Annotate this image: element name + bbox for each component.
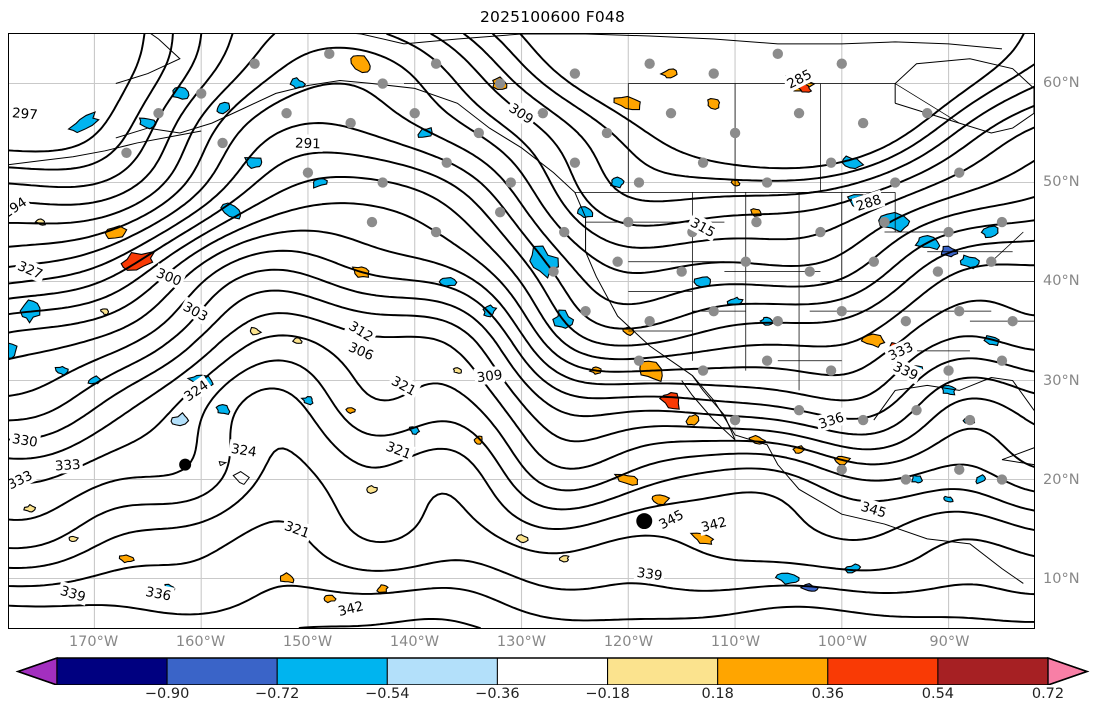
colorbar-segment[interactable] <box>56 657 168 685</box>
contour-label: 345 <box>857 496 891 522</box>
height-contour-layer <box>9 34 1034 628</box>
colorbar-tick-label: −0.90 <box>144 686 190 702</box>
colorbar[interactable]: −0.90 −0.72 −0.54 −0.36 −0.18 0.18 0.36 0.54 0.7… <box>0 655 1105 712</box>
colorbar-under-arrow[interactable] <box>15 657 58 685</box>
contour-label: 342 <box>697 512 731 536</box>
svg-text:330: 330 <box>11 432 39 451</box>
longitude-tick-label: 160°W <box>175 634 226 650</box>
contour-label: 309 <box>473 365 506 386</box>
contour-label: 333 <box>52 455 84 475</box>
map-contour-svg: 2972943272913003033063093093123152852883… <box>9 34 1034 628</box>
svg-text:309: 309 <box>476 368 503 386</box>
station-dot-layer <box>121 48 1018 530</box>
svg-text:324: 324 <box>230 442 258 461</box>
colorbar-segment[interactable] <box>496 657 608 685</box>
longitude-tick-label: 150°W <box>282 634 333 650</box>
contour-label: 339 <box>56 580 90 606</box>
page-title: 2025100600 F048 <box>479 8 626 26</box>
colorbar-tick-label: −0.72 <box>254 686 300 702</box>
svg-text:339: 339 <box>636 566 664 584</box>
colorbar-tick-label: 0.54 <box>921 686 955 702</box>
colorbar-tick-label: −0.54 <box>365 686 410 702</box>
svg-text:291: 291 <box>295 136 321 152</box>
svg-text:342: 342 <box>337 599 366 620</box>
colorbar-segment[interactable] <box>937 657 1049 685</box>
latitude-tick-label: 10°N <box>1043 571 1080 588</box>
map-plot-area[interactable]: 297 294 327 291 300 303 306 309 309 312 315 285 288 3… <box>8 33 1035 629</box>
colorbar-segment[interactable] <box>276 657 388 685</box>
svg-text:297: 297 <box>11 106 38 123</box>
longitude-tick-label: 110°W <box>710 634 761 650</box>
colorbar-segment[interactable] <box>386 657 498 685</box>
longitude-tick-label: 140°W <box>389 634 440 650</box>
colorbar-segment[interactable] <box>166 657 278 685</box>
colorbar-swatches[interactable] <box>0 655 1105 685</box>
latitude-tick-label: 60°N <box>1043 74 1080 91</box>
colorbar-segment[interactable] <box>827 657 939 685</box>
svg-text:339: 339 <box>58 584 87 606</box>
latitude-tick-label: 20°N <box>1043 472 1080 488</box>
coastline-layer <box>9 34 1034 584</box>
contour-label: 336 <box>142 582 175 605</box>
svg-text:345: 345 <box>859 500 888 522</box>
colorbar-tick-label: −0.18 <box>585 686 630 702</box>
contour-label: 339 <box>633 563 666 584</box>
latitude-tick-label: 30°N <box>1043 372 1080 389</box>
latitude-tick-label: 50°N <box>1043 174 1080 190</box>
contour-label: 330 <box>9 429 42 451</box>
colorbar-tick-label: −0.36 <box>475 686 520 702</box>
colorbar-over-arrow[interactable] <box>1047 657 1090 685</box>
colorbar-tick-label: 0.72 <box>1031 686 1065 702</box>
colorbar-segment[interactable] <box>717 657 829 685</box>
contour-label: 297 <box>9 103 41 123</box>
longitude-tick-label: 130°W <box>496 634 547 650</box>
svg-text:336: 336 <box>144 585 172 605</box>
colorbar-tick-label: 0.36 <box>811 686 844 702</box>
latitude-tick-label: 40°N <box>1043 273 1080 290</box>
longitude-tick-label: 90°W <box>929 634 970 650</box>
contour-label: 324 <box>227 439 261 461</box>
svg-text:333: 333 <box>54 458 81 475</box>
contour-label: 291 <box>292 133 324 152</box>
longitude-tick-label: 170°W <box>68 634 119 650</box>
colorbar-tick-label: 0.18 <box>701 686 734 702</box>
colorbar-segment[interactable] <box>607 657 719 685</box>
longitude-tick-label: 120°W <box>603 634 654 650</box>
svg-text:342: 342 <box>700 515 729 536</box>
contour-label: 342 <box>334 596 368 621</box>
longitude-tick-label: 100°W <box>817 634 868 650</box>
